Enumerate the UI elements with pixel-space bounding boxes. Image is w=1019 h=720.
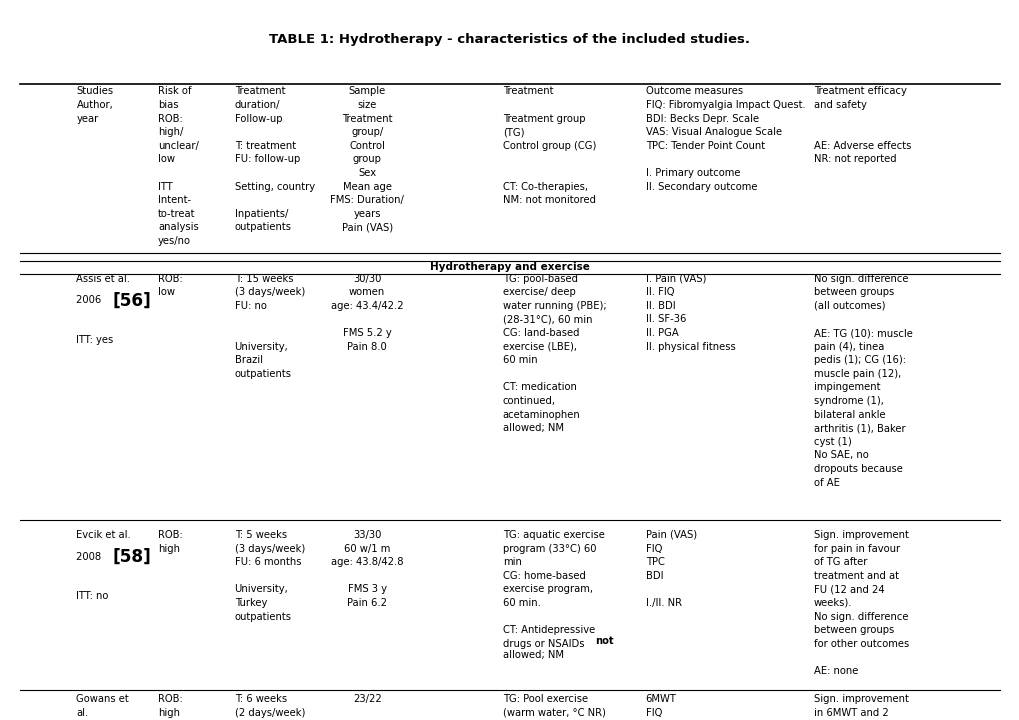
Text: TG: Pool exercise
(warm water, °C NR): TG: Pool exercise (warm water, °C NR) — [502, 694, 605, 718]
Text: Pain (VAS)
FIQ
TPC
BDI

I./II. NR: Pain (VAS) FIQ TPC BDI I./II. NR — [645, 530, 696, 608]
Text: ROB:
high: ROB: high — [158, 530, 182, 554]
Text: allowed; NM: allowed; NM — [502, 649, 564, 660]
Text: ROB:
high: ROB: high — [158, 694, 182, 718]
Text: Assis et al.: Assis et al. — [76, 274, 130, 284]
Text: No sign. difference
between groups
(all outcomes)

AE: TG (10): muscle
pain (4),: No sign. difference between groups (all … — [813, 274, 912, 487]
Text: 33/30
60 w/1 m
age: 43.8/42.8

FMS 3 y
Pain 6.2: 33/30 60 w/1 m age: 43.8/42.8 FMS 3 y Pa… — [330, 530, 404, 608]
Text: Evcik et al.: Evcik et al. — [76, 530, 131, 540]
Text: 2008: 2008 — [76, 552, 105, 562]
Text: Gowans et
al.: Gowans et al. — [76, 694, 129, 718]
Text: Hydrotherapy and exercise: Hydrotherapy and exercise — [430, 262, 589, 272]
Text: 2006: 2006 — [76, 295, 105, 305]
Text: Treatment efficacy
and safety


AE: Adverse effects
NR: not reported: Treatment efficacy and safety AE: Advers… — [813, 86, 910, 164]
Text: TG: aquatic exercise
program (33°C) 60
min
CG: home-based
exercise program,
60 m: TG: aquatic exercise program (33°C) 60 m… — [502, 530, 604, 649]
Text: T: 6 weeks
(2 days/week): T: 6 weeks (2 days/week) — [234, 694, 305, 718]
Text: 23/22: 23/22 — [353, 694, 381, 704]
Text: Treatment

Treatment group
(TG)
Control group (CG)


CT: Co-therapies,
NM: not m: Treatment Treatment group (TG) Control g… — [502, 86, 596, 205]
Text: ITT: yes: ITT: yes — [76, 335, 114, 345]
Text: Studies
Author,
year: Studies Author, year — [76, 86, 113, 124]
Text: TABLE 1: Hydrotherapy - characteristics of the included studies.: TABLE 1: Hydrotherapy - characteristics … — [269, 33, 750, 46]
Text: Sign. improvement
for pain in favour
of TG after
treatment and at
FU (12 and 24
: Sign. improvement for pain in favour of … — [813, 530, 908, 676]
Text: TG: pool-based
exercise/ deep
water running (PBE);
(28-31°C), 60 min
CG: land-ba: TG: pool-based exercise/ deep water runn… — [502, 274, 606, 433]
Text: ROB:
low: ROB: low — [158, 274, 182, 297]
Text: Sample
size
Treatment
group/
Control
group
Sex
Mean age
FMS: Duration/
years
Pai: Sample size Treatment group/ Control gro… — [330, 86, 404, 233]
Text: Treatment
duration/
Follow-up

T: treatment
FU: follow-up

Setting, country

Inp: Treatment duration/ Follow-up T: treatme… — [234, 86, 315, 233]
Text: [58]: [58] — [112, 548, 151, 566]
Text: Risk of
bias
ROB:
high/
unclear/
low

ITT
Intent-
to-treat
analysis
yes/no: Risk of bias ROB: high/ unclear/ low ITT… — [158, 86, 199, 246]
Text: I. Pain (VAS)
II. FIQ
II. BDI
II. SF-36
II. PGA
II. physical fitness: I. Pain (VAS) II. FIQ II. BDI II. SF-36 … — [645, 274, 735, 351]
Text: not: not — [594, 636, 612, 647]
Text: T: 15 weeks
(3 days/week)
FU: no


University,
Brazil
outpatients: T: 15 weeks (3 days/week) FU: no Univers… — [234, 274, 305, 379]
Text: [56]: [56] — [112, 292, 151, 310]
Text: 30/30
women
age: 43.4/42.2

FMS 5.2 y
Pain 8.0: 30/30 women age: 43.4/42.2 FMS 5.2 y Pai… — [330, 274, 404, 351]
Text: ITT: no: ITT: no — [76, 591, 109, 601]
Text: T: 5 weeks
(3 days/week)
FU: 6 months

University,
Turkey
outpatients: T: 5 weeks (3 days/week) FU: 6 months Un… — [234, 530, 305, 621]
Text: 6MWT
FIQ: 6MWT FIQ — [645, 694, 676, 718]
Text: Outcome measures
FIQ: Fibromyalgia Impact Quest.
BDI: Becks Depr. Scale
VAS: Vis: Outcome measures FIQ: Fibromyalgia Impac… — [645, 86, 805, 192]
Text: Sign. improvement
in 6MWT and 2: Sign. improvement in 6MWT and 2 — [813, 694, 908, 718]
